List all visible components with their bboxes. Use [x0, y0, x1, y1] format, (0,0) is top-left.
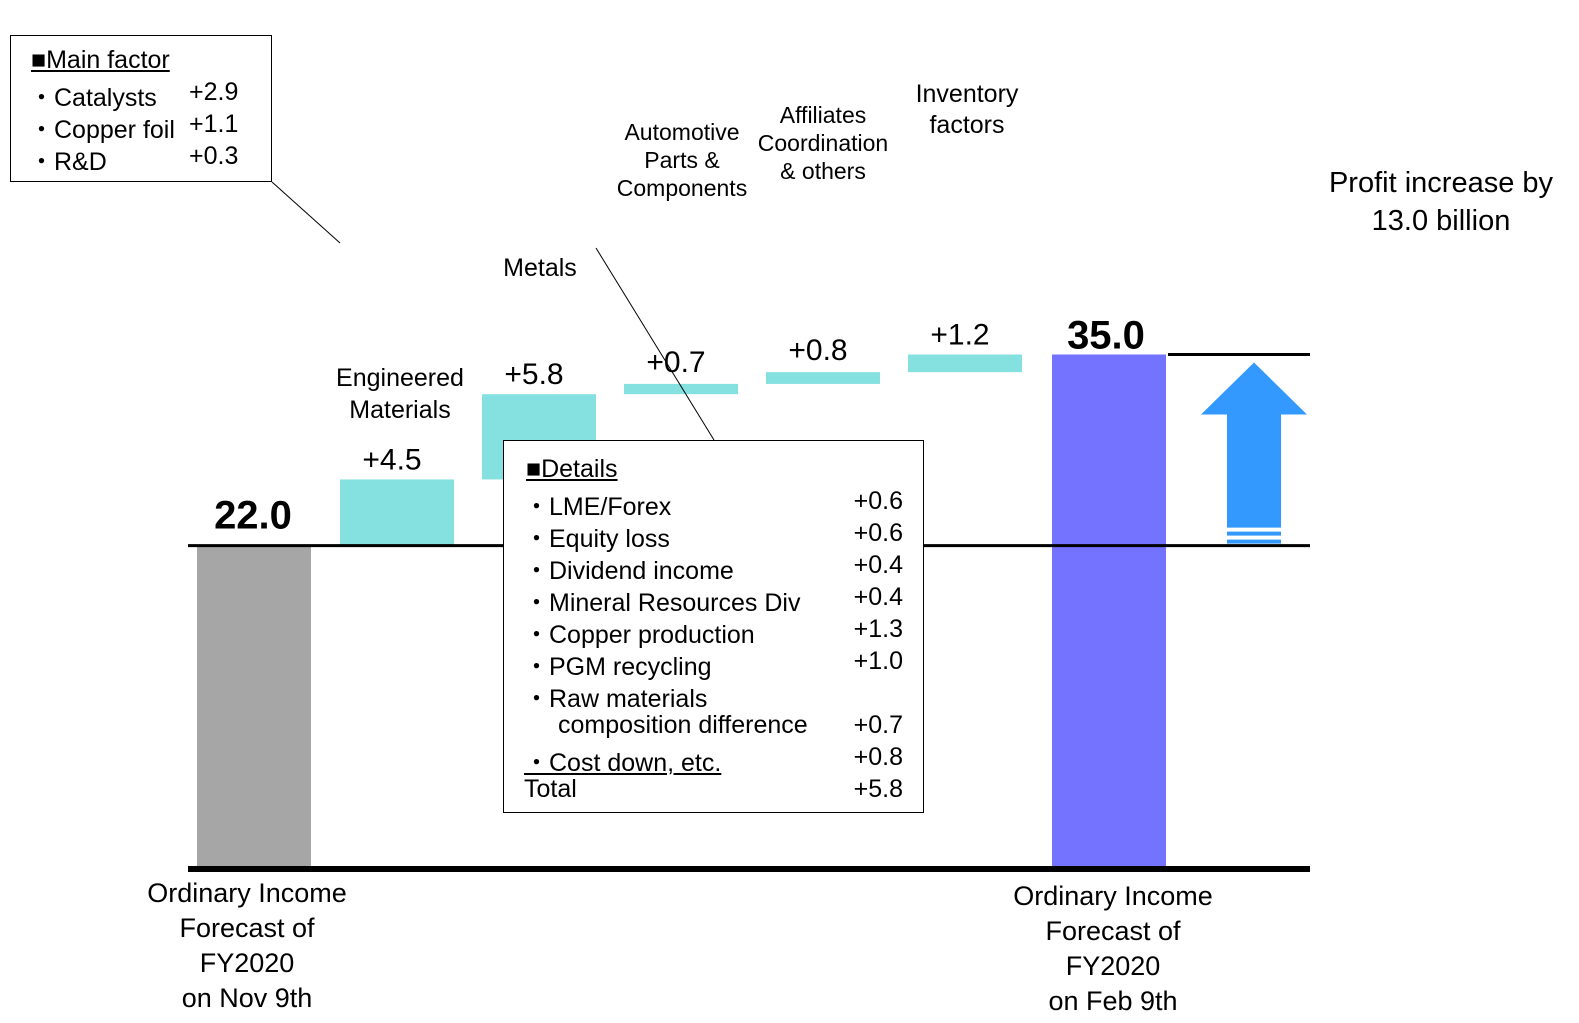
increase-arrow	[1201, 362, 1307, 528]
step-bar	[340, 479, 454, 546]
details-total-label: Total	[524, 775, 577, 803]
step-category-label: Automotive	[624, 119, 739, 145]
increase-arrow-stripe	[1227, 531, 1281, 536]
main-factor-item-value: +1.1	[189, 110, 239, 138]
main-factor-item-value: +2.9	[189, 78, 239, 106]
details-item-value: +0.6	[853, 519, 903, 547]
step-category-label: Parts &	[644, 147, 719, 173]
end-category-label: on Feb 9th	[1048, 986, 1177, 1016]
start-category-label: FY2020	[200, 948, 295, 978]
details-item-value: +0.7	[853, 711, 903, 739]
increase-note: 13.0 billion	[1372, 205, 1511, 237]
step-category-label: factors	[929, 111, 1004, 139]
details-item-name: ・Mineral Resources Div	[524, 589, 801, 617]
start-bar	[197, 545, 311, 869]
details-item-name: ・Dividend income	[524, 557, 734, 585]
details-item-value: +0.4	[853, 583, 903, 611]
details-item-name: ・LME/Forex	[524, 493, 672, 521]
details-item-name: composition difference	[558, 711, 808, 739]
end-category-label: FY2020	[1066, 951, 1161, 981]
step-category-label: Coordination	[758, 130, 888, 156]
step-value-label: +0.8	[788, 334, 847, 367]
main-factor-item-name: ・Catalysts	[29, 84, 157, 112]
start-category-label: on Nov 9th	[182, 983, 313, 1013]
step-value-label: +5.8	[504, 358, 563, 391]
details-item-value: +1.0	[853, 647, 903, 675]
step-bar	[624, 383, 738, 395]
details-leader	[595, 247, 715, 441]
main-factor-leader	[271, 181, 341, 244]
increase-arrow-stripe	[1227, 539, 1281, 544]
end-category-label: Ordinary Income	[1013, 881, 1213, 911]
step-bar	[908, 354, 1022, 373]
details-item-name: ・Cost down, etc.	[524, 749, 722, 777]
step-category-label: Materials	[349, 396, 450, 424]
main-factor-title: ■Main factor	[31, 46, 170, 74]
start-value-label: 22.0	[214, 494, 292, 538]
details-item-value: +0.8	[853, 743, 903, 771]
end-category-label: Forecast of	[1045, 916, 1181, 946]
end-bar	[1052, 354, 1166, 869]
step-category-label: Components	[617, 175, 747, 201]
details-item-name: ・PGM recycling	[524, 653, 712, 681]
step-category-label: Inventory	[916, 80, 1019, 108]
step-category-label: Affiliates	[780, 102, 867, 128]
main-factor-item-name: ・R&D	[29, 148, 107, 176]
details-item-name: ・Equity loss	[524, 525, 670, 553]
end-value-label: 35.0	[1067, 314, 1145, 358]
start-category-label: Forecast of	[179, 913, 315, 943]
increase-note: Profit increase by	[1329, 167, 1554, 199]
details-box: ■Details ・LME/Forex +0.6 ・Equity loss +0…	[503, 440, 924, 813]
details-item-value: +0.4	[853, 551, 903, 579]
details-title: ■Details	[526, 455, 618, 483]
details-item-name: ・Copper production	[524, 621, 755, 649]
main-factor-item-value: +0.3	[189, 142, 239, 170]
step-category-label: Engineered	[336, 364, 464, 392]
main-factor-item-name: ・Copper foil	[29, 116, 175, 144]
details-item-name: ・Raw materials	[524, 685, 708, 713]
main-factor-box: ■Main factor ・Catalysts +2.9 ・Copper foi…	[10, 35, 272, 182]
details-total-value: +5.8	[853, 775, 903, 803]
step-value-label: +0.7	[646, 346, 705, 379]
step-value-label: +1.2	[930, 319, 989, 352]
start-category-label: Ordinary Income	[147, 878, 347, 908]
step-value-label: +4.5	[362, 443, 421, 476]
step-category-label: Metals	[503, 254, 577, 282]
details-item-value: +0.6	[853, 487, 903, 515]
step-bar	[766, 372, 880, 384]
details-item-value: +1.3	[853, 615, 903, 643]
step-category-label: & others	[780, 158, 866, 184]
